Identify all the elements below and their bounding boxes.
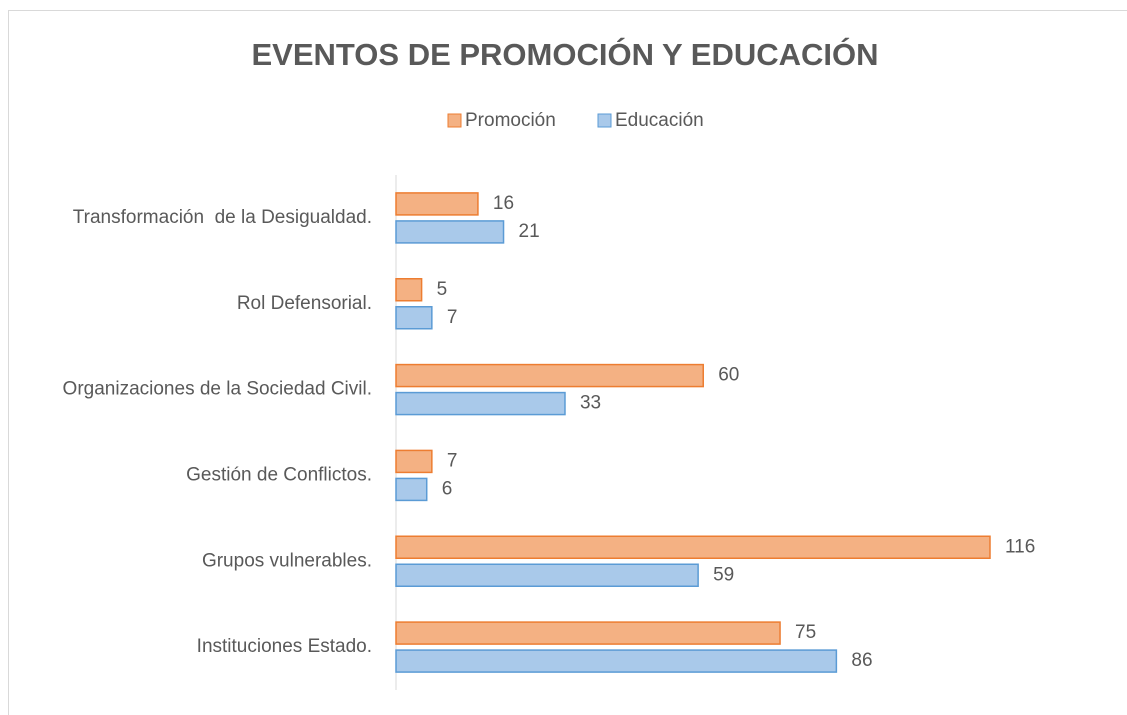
bar [395, 563, 699, 587]
bar [395, 391, 566, 416]
chart-title: EVENTOS DE PROMOCIÓN Y EDUCACIÓN [252, 36, 879, 72]
legend-label: Educación [615, 110, 704, 131]
data-label: 21 [519, 221, 540, 242]
category-label: Rol Defensorial. [237, 293, 372, 314]
bar [395, 278, 423, 302]
chart-border [8, 10, 1127, 715]
bar [395, 220, 505, 244]
legend-label: Promoción [465, 110, 556, 131]
data-label: 16 [493, 193, 514, 214]
data-label: 75 [795, 622, 816, 643]
bar [395, 621, 781, 645]
data-label: 6 [442, 478, 453, 499]
category-label: Grupos vulnerables. [202, 550, 372, 571]
legend-swatch [447, 113, 462, 128]
data-label: 5 [437, 279, 448, 300]
data-label: 7 [447, 307, 458, 328]
data-label: 33 [580, 393, 601, 414]
bar [395, 192, 479, 216]
data-label: 59 [713, 564, 734, 585]
category-label: Transformación de la Desigualdad. [73, 207, 372, 228]
bar [395, 535, 991, 559]
category-label: Instituciones Estado. [197, 636, 372, 657]
data-label: 60 [718, 365, 739, 386]
data-label: 7 [447, 450, 458, 471]
bar [395, 363, 704, 388]
bar [395, 306, 433, 330]
bar [395, 649, 838, 673]
category-label: Gestión de Conflictos. [186, 464, 372, 485]
data-label: 86 [851, 650, 872, 671]
bar [395, 449, 433, 474]
legend-swatch [597, 113, 612, 128]
data-label: 116 [1005, 536, 1035, 557]
category-label: Organizaciones de la Sociedad Civil. [63, 379, 372, 400]
bar [395, 477, 428, 502]
